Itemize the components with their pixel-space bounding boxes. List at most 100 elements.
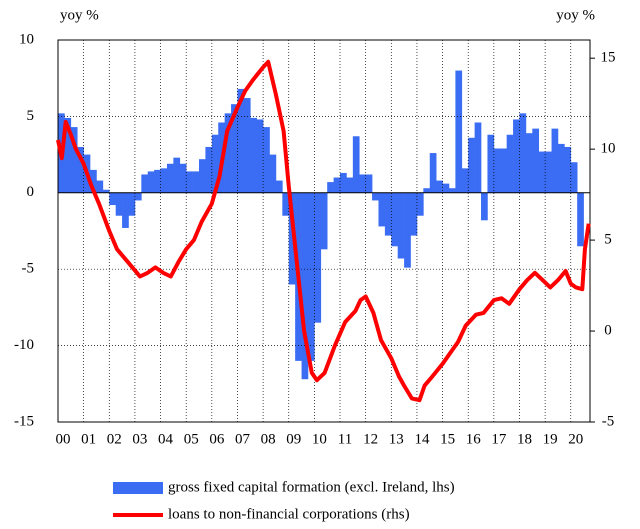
bar bbox=[205, 146, 213, 193]
y2-tick-label: 15 bbox=[601, 50, 616, 66]
x-tick-label: 03 bbox=[132, 431, 147, 447]
bar bbox=[288, 192, 296, 285]
bar bbox=[301, 192, 309, 380]
x-tick-label: 05 bbox=[184, 431, 199, 447]
y2-tick-label: 10 bbox=[601, 141, 616, 157]
x-tick-label: 19 bbox=[543, 431, 558, 447]
bar bbox=[282, 192, 290, 216]
bar bbox=[365, 174, 373, 193]
bar bbox=[423, 188, 431, 193]
bar bbox=[231, 104, 238, 193]
bar bbox=[487, 134, 495, 193]
bar bbox=[455, 70, 463, 193]
x-tick-label: 12 bbox=[363, 431, 378, 447]
x-tick-label: 17 bbox=[491, 431, 507, 447]
plot-frame bbox=[57, 39, 591, 423]
bar bbox=[109, 192, 116, 206]
y-tick-label: 0 bbox=[27, 184, 35, 200]
x-tick-label: 01 bbox=[81, 431, 96, 447]
bar bbox=[141, 174, 149, 193]
bar bbox=[391, 192, 399, 247]
y2-axis-label: yoy % bbox=[556, 7, 595, 23]
bar bbox=[551, 128, 559, 193]
bar bbox=[474, 122, 482, 193]
legend-label: loans to non-financial corporations (rhs… bbox=[168, 506, 410, 522]
bar bbox=[448, 188, 456, 193]
x-tick-label: 04 bbox=[158, 431, 174, 447]
bar bbox=[70, 127, 78, 193]
bar bbox=[500, 148, 507, 193]
x-tick-label: 00 bbox=[56, 431, 71, 447]
line bbox=[56, 59, 591, 403]
bar bbox=[160, 168, 168, 193]
bar bbox=[64, 117, 72, 193]
bar bbox=[224, 113, 232, 193]
x-tick-label: 10 bbox=[312, 431, 327, 447]
bar bbox=[397, 192, 405, 259]
bar bbox=[404, 192, 411, 268]
bar bbox=[564, 146, 572, 193]
x-tick-label: 06 bbox=[209, 431, 225, 447]
y-tick-label: -10 bbox=[14, 337, 34, 353]
x-tick-label: 13 bbox=[389, 431, 404, 447]
bar bbox=[256, 119, 264, 193]
bar bbox=[468, 137, 475, 193]
y2-tick-label: 5 bbox=[604, 232, 612, 248]
bar bbox=[333, 177, 341, 193]
bar bbox=[90, 169, 97, 193]
bar bbox=[359, 174, 366, 193]
bar bbox=[384, 192, 392, 236]
bar bbox=[154, 169, 161, 193]
bar bbox=[416, 192, 424, 216]
x-tick-label: 08 bbox=[261, 431, 276, 447]
bar bbox=[250, 117, 257, 193]
bar bbox=[372, 192, 379, 201]
y-tick-label: 10 bbox=[19, 31, 34, 47]
bar bbox=[192, 171, 200, 193]
bar bbox=[243, 98, 251, 193]
bar bbox=[320, 192, 328, 250]
x-tick-label: 07 bbox=[235, 431, 251, 447]
bar bbox=[532, 128, 540, 193]
bar bbox=[147, 171, 155, 193]
bar bbox=[263, 127, 270, 193]
bar bbox=[269, 154, 277, 193]
bar bbox=[134, 192, 142, 201]
bar bbox=[307, 192, 315, 361]
bar bbox=[442, 183, 450, 193]
bar bbox=[96, 180, 104, 193]
bar bbox=[461, 168, 469, 193]
bar bbox=[557, 143, 565, 193]
bar bbox=[77, 146, 84, 193]
x-tick-label: 15 bbox=[440, 431, 455, 447]
bar bbox=[102, 189, 110, 193]
bar bbox=[410, 192, 418, 236]
x-tick-label: 02 bbox=[107, 431, 122, 447]
x-tick-label: 18 bbox=[517, 431, 532, 447]
bar bbox=[166, 163, 174, 193]
bar bbox=[173, 157, 181, 193]
bar bbox=[211, 134, 219, 193]
y-tick-label: -15 bbox=[14, 413, 34, 429]
legend-swatch bbox=[113, 482, 163, 494]
bar bbox=[179, 163, 187, 193]
bar bbox=[199, 159, 206, 193]
bar bbox=[513, 119, 520, 193]
bar bbox=[436, 180, 443, 193]
bar bbox=[186, 171, 193, 193]
bar bbox=[352, 136, 360, 193]
bar bbox=[340, 172, 347, 193]
bar bbox=[275, 180, 283, 193]
bar bbox=[570, 162, 578, 193]
bar bbox=[314, 192, 322, 323]
bar bbox=[538, 151, 546, 193]
legend-label: gross fixed capital formation (excl. Ire… bbox=[168, 479, 455, 495]
y-tick-label: -5 bbox=[22, 261, 35, 277]
bar bbox=[577, 192, 584, 247]
x-tick-label: 20 bbox=[568, 431, 583, 447]
y-tick-label: 5 bbox=[27, 108, 35, 124]
x-tick-label: 16 bbox=[466, 431, 482, 447]
bar bbox=[128, 192, 136, 216]
bar bbox=[429, 153, 437, 193]
x-tick-label: 09 bbox=[286, 431, 301, 447]
